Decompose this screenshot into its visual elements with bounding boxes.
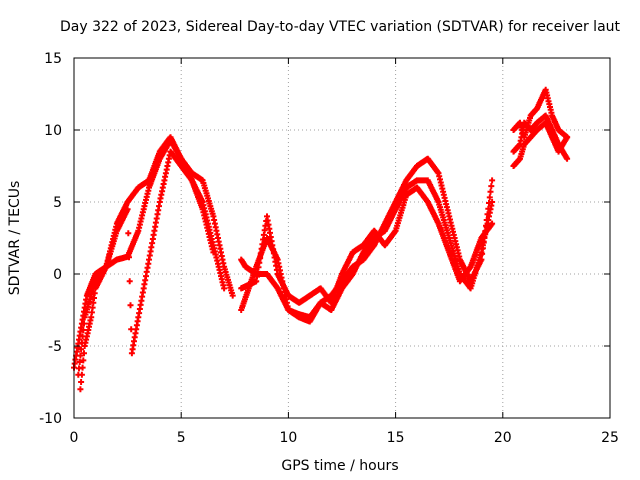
series-8-markers <box>510 86 571 141</box>
x-tick-label: 0 <box>70 430 79 446</box>
y-tick-label: -10 <box>39 411 62 427</box>
series-6 <box>238 184 496 306</box>
x-tick-label: 25 <box>601 430 619 446</box>
y-axis-label: SDTVAR / TECUs <box>7 181 23 296</box>
series-2 <box>77 134 228 393</box>
series-6-markers <box>238 184 496 306</box>
y-tick-label: 10 <box>44 123 62 139</box>
x-axis-label: GPS time / hours <box>281 458 398 474</box>
y-tick-label: 5 <box>53 195 62 211</box>
series-3 <box>75 148 217 378</box>
series-5-markers <box>238 177 496 325</box>
series-8 <box>510 86 571 141</box>
x-tick-label: 20 <box>494 430 512 446</box>
y-tick-label: -5 <box>48 339 62 355</box>
data-points <box>71 86 571 393</box>
series-2-markers <box>77 134 228 393</box>
y-tick-label: 0 <box>53 267 62 283</box>
series-9 <box>510 119 571 169</box>
y-tick-label: 15 <box>44 51 62 67</box>
x-tick-label: 5 <box>177 430 186 446</box>
axis-ticks: 0 5 10 15 20 25 -10 -5 0 5 10 15 <box>39 51 619 446</box>
chart-title: Day 322 of 2023, Sidereal Day-to-day VTE… <box>60 19 621 35</box>
x-tick-label: 10 <box>279 430 297 446</box>
series-5 <box>238 177 496 325</box>
x-tick-label: 15 <box>387 430 405 446</box>
plot-frame <box>73 57 611 419</box>
series-9-markers <box>510 119 571 169</box>
series-3-markers <box>75 148 217 378</box>
